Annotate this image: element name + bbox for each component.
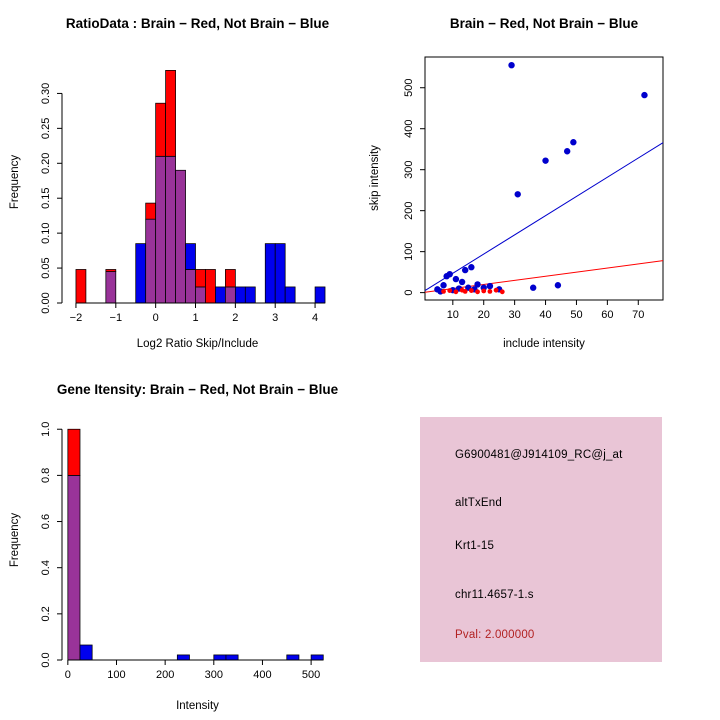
ratio-histogram-plot: −2 −1 0 1 2 3 4 0.00 0.05 0.10 0.15 0.20 0.25 0.30 bbox=[40, 70, 326, 324]
svg-text:1: 1 bbox=[192, 312, 198, 324]
svg-text:0.15: 0.15 bbox=[40, 188, 52, 209]
svg-text:40: 40 bbox=[539, 309, 551, 321]
svg-text:4: 4 bbox=[312, 312, 318, 324]
ratio-histogram-ylabel: Frequency bbox=[9, 154, 21, 210]
svg-text:0.6: 0.6 bbox=[40, 514, 52, 529]
svg-text:50: 50 bbox=[570, 309, 582, 321]
intensity-scatter-xlabel: include intensity bbox=[503, 338, 585, 350]
gene-intensity-histogram-plot: 0 100 200 300 400 500 0.0 0.2 0.4 0.6 0.8 1.0 bbox=[40, 422, 324, 681]
gene-intensity-histogram-ylabel: Frequency bbox=[9, 512, 21, 568]
svg-text:0: 0 bbox=[153, 312, 159, 324]
gene-name-text: Krt1-15 bbox=[455, 540, 495, 552]
svg-text:0: 0 bbox=[65, 669, 71, 681]
svg-text:0.30: 0.30 bbox=[40, 83, 52, 104]
svg-text:0.4: 0.4 bbox=[40, 560, 52, 575]
gene-intensity-histogram-xlabel: Intensity bbox=[176, 700, 219, 712]
panel-gene-intensity-histogram: 0 100 200 300 400 500 0.0 0.2 0.4 0.6 0.8 1.0 Gene … bbox=[0, 360, 360, 720]
panel-gene-info: G6900481@J914109_RC@j_at altTxEnd Krt1-1… bbox=[360, 360, 720, 720]
svg-text:100: 100 bbox=[107, 669, 125, 681]
probe-id-text: G6900481@J914109_RC@j_at bbox=[455, 449, 623, 461]
svg-text:0.05: 0.05 bbox=[40, 257, 52, 278]
svg-text:0: 0 bbox=[403, 290, 415, 296]
svg-text:0.8: 0.8 bbox=[40, 468, 52, 483]
svg-text:−2: −2 bbox=[70, 312, 83, 324]
svg-text:−1: −1 bbox=[110, 312, 123, 324]
svg-text:100: 100 bbox=[403, 242, 415, 260]
svg-text:0.25: 0.25 bbox=[40, 118, 52, 139]
event-type-text: altTxEnd bbox=[455, 497, 502, 509]
intensity-scatter-ylabel: skip intensity bbox=[369, 145, 381, 211]
svg-text:0.00: 0.00 bbox=[40, 292, 52, 313]
svg-text:200: 200 bbox=[156, 669, 174, 681]
svg-text:300: 300 bbox=[205, 669, 223, 681]
svg-text:30: 30 bbox=[509, 309, 521, 321]
ratio-histogram-xlabel: Log2 Ratio Skip/Include bbox=[136, 338, 259, 350]
svg-text:200: 200 bbox=[403, 201, 415, 219]
svg-text:500: 500 bbox=[403, 79, 415, 97]
svg-text:70: 70 bbox=[632, 309, 644, 321]
svg-text:0.20: 0.20 bbox=[40, 153, 52, 174]
svg-text:10: 10 bbox=[447, 309, 459, 321]
svg-text:0.0: 0.0 bbox=[40, 652, 52, 667]
pval-text: Pval: 2.000000 bbox=[455, 629, 535, 641]
svg-text:400: 400 bbox=[403, 120, 415, 138]
panel-ratio-histogram: −2 −1 0 1 2 3 4 0.00 0.05 0.10 0.15 0.20 0.25 0.30 Ra… bbox=[0, 0, 360, 360]
svg-text:0.10: 0.10 bbox=[40, 222, 52, 243]
svg-text:60: 60 bbox=[601, 309, 613, 321]
svg-text:0.2: 0.2 bbox=[40, 606, 52, 621]
svg-text:300: 300 bbox=[403, 161, 415, 179]
svg-text:400: 400 bbox=[253, 669, 271, 681]
intensity-scatter-plot: 10 20 30 40 50 60 70 0 100 200 300 400 500 bbox=[403, 56, 664, 321]
svg-text:20: 20 bbox=[478, 309, 490, 321]
panel-intensity-scatter: 10 20 30 40 50 60 70 0 100 200 300 400 500 Brain − R… bbox=[360, 0, 720, 360]
svg-text:500: 500 bbox=[302, 669, 320, 681]
svg-text:1.0: 1.0 bbox=[40, 422, 52, 437]
svg-text:2: 2 bbox=[232, 312, 238, 324]
locus-text: chr11.4657-1.s bbox=[455, 589, 534, 601]
svg-text:3: 3 bbox=[272, 312, 278, 324]
info-box: G6900481@J914109_RC@j_at altTxEnd Krt1-1… bbox=[420, 417, 662, 662]
